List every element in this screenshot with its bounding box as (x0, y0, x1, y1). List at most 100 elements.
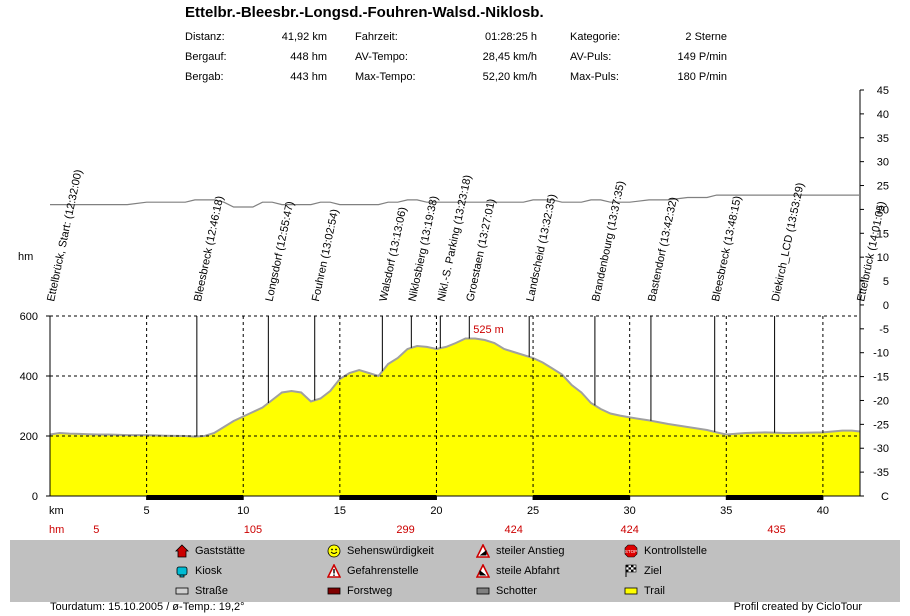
right-tick-label: 15 (877, 228, 889, 240)
right-tick-label: 20 (877, 204, 889, 216)
kiosk-icon (175, 564, 189, 578)
hm-row-value: 424 (620, 524, 638, 536)
stat-row: Bergauf: 448 hm (185, 50, 327, 70)
y-tick-label: 400 (20, 371, 38, 383)
legend-label: Trail (644, 585, 665, 597)
stat-value: 28,45 km/h (482, 51, 537, 63)
legend-label: Sehenswürdigkeit (347, 545, 434, 557)
waypoint-label: Niklosbierg (13:19:38) (407, 195, 441, 303)
legend-label: Ziel (644, 565, 662, 577)
stat-row: Fahrzeit: 01:28:25 h (355, 30, 537, 50)
temperature-line (50, 194, 860, 208)
waypoint-label: Bleesbreck (12:46:18) (192, 195, 226, 303)
forstweg-icon (327, 584, 341, 598)
right-tick-label: 5 (883, 276, 889, 288)
waypoint-label: Fouhren (13:02:54) (310, 208, 341, 303)
stat-label: AV-Tempo: (355, 51, 408, 63)
x-tick-label: 15 (334, 505, 346, 517)
stat-value: 180 P/min (677, 71, 727, 83)
stat-row: Distanz: 41,92 km (185, 30, 327, 50)
right-tick-label: 40 (877, 109, 889, 121)
waypoint-label: Walsdorf (13:13:06) (378, 206, 410, 303)
stop-icon: STOP (624, 544, 638, 558)
stat-value: 443 hm (290, 71, 327, 83)
hm-row-value: 105 (244, 524, 262, 536)
stat-row: Kategorie: 2 Sterne (570, 30, 727, 50)
stat-label: Kategorie: (570, 31, 621, 43)
stat-row: AV-Puls: 149 P/min (570, 50, 727, 70)
legend-label: Gaststätte (195, 545, 246, 557)
steep-down-icon (475, 563, 491, 578)
tour-date-footer: Tourdatum: 15.10.2005 / ø-Temp.: 19,2° (50, 601, 245, 613)
right-tick-label: -15 (873, 372, 889, 384)
hm-row-value: 435 (767, 524, 785, 536)
schotter-icon (476, 584, 490, 598)
stat-label: Distanz: (185, 31, 225, 43)
hm-row-value: 424 (505, 524, 523, 536)
page-title: Ettelbr.-Bleesbr.-Longsd.-Fouhren-Walsd.… (185, 4, 544, 21)
legend-label: Gefahrenstelle (347, 565, 419, 577)
svg-text:STOP: STOP (625, 549, 637, 554)
waypoint-label: Ettelbrück, Start: (12:32:00) (45, 169, 85, 303)
right-tick-label: -20 (873, 395, 889, 407)
x-tick-label: 25 (527, 505, 539, 517)
stat-label: Max-Tempo: (355, 71, 416, 83)
legend-label: Kontrollstelle (644, 545, 707, 557)
right-tick-label: -30 (873, 443, 889, 455)
right-tick-label: 10 (877, 252, 889, 264)
stat-label: Bergab: (185, 71, 224, 83)
stat-row: Max-Tempo: 52,20 km/h (355, 70, 537, 90)
y-tick-label: 600 (20, 311, 38, 323)
surface-segment (533, 495, 630, 500)
right-tick-label: 35 (877, 133, 889, 145)
waypoint-label: Longsdorf (12:55:47) (264, 200, 297, 302)
surface-segment (339, 495, 437, 500)
max-elevation-label: 525 m (473, 324, 504, 336)
gasthaus-icon (175, 544, 189, 558)
finish-flag-icon (624, 564, 638, 578)
hm-row-value: 5 (93, 524, 99, 536)
stat-value: 01:28:25 h (485, 31, 537, 43)
stat-value: 448 hm (290, 51, 327, 63)
x-tick-label: 10 (237, 505, 249, 517)
legend-label: Kiosk (195, 565, 222, 577)
stat-label: Fahrzeit: (355, 31, 398, 43)
stat-label: AV-Puls: (570, 51, 612, 63)
right-tick-label: 0 (883, 300, 889, 312)
right-tick-label: -25 (873, 419, 889, 431)
right-tick-label: -5 (879, 324, 889, 336)
waypoint-label: Diekirch_LCD (13:53:29) (770, 182, 807, 303)
right-tick-label: -10 (873, 348, 889, 360)
legend-label: Forstweg (347, 585, 393, 597)
legend: Gaststätte Kiosk Straße Sehenswürdigkeit Gef… (10, 540, 900, 602)
x-tick-label: 30 (624, 505, 636, 517)
right-tick-label: 25 (877, 181, 889, 193)
right-tick-label: -35 (873, 467, 889, 479)
waypoint-label: Brandenbourg (13:37:35) (590, 180, 627, 303)
strasse-icon (175, 584, 189, 598)
waypoint-label: Bastendorf (13:42:32) (646, 196, 680, 303)
right-tick-label: 30 (877, 157, 889, 169)
stats-column-3: Kategorie: 2 Sterne AV-Puls: 149 P/min Max-P… (570, 30, 727, 90)
legend-label: steile Abfahrt (496, 565, 560, 577)
stat-label: Bergauf: (185, 51, 227, 63)
x-tick-label: 20 (430, 505, 442, 517)
x-axis-label: km (49, 505, 64, 517)
legend-label: steiler Anstieg (496, 545, 565, 557)
warning-icon (326, 563, 342, 578)
stats-column-2: Fahrzeit: 01:28:25 h AV-Tempo: 28,45 km/h Ma… (355, 30, 537, 90)
y-axis-label: hm (18, 251, 33, 263)
x-tick-label: 40 (817, 505, 829, 517)
stat-value: 52,20 km/h (482, 71, 537, 83)
waypoint-label: Bleesbreck (13:48:15) (710, 195, 744, 303)
legend-label: Straße (195, 585, 229, 597)
legend-label: Schotter (496, 585, 537, 597)
stats-column-1: Distanz: 41,92 km Bergauf: 448 hm Bergab: 443… (185, 30, 327, 90)
right-tick-label: 45 (877, 85, 889, 97)
elevation-area (50, 338, 860, 496)
stat-value: 41,92 km (281, 31, 327, 43)
surface-segment (146, 495, 244, 500)
credit-footer: Profil created by CicloTour (733, 601, 862, 613)
hm-row-value: 299 (396, 524, 414, 536)
x-tick-label: 35 (720, 505, 732, 517)
